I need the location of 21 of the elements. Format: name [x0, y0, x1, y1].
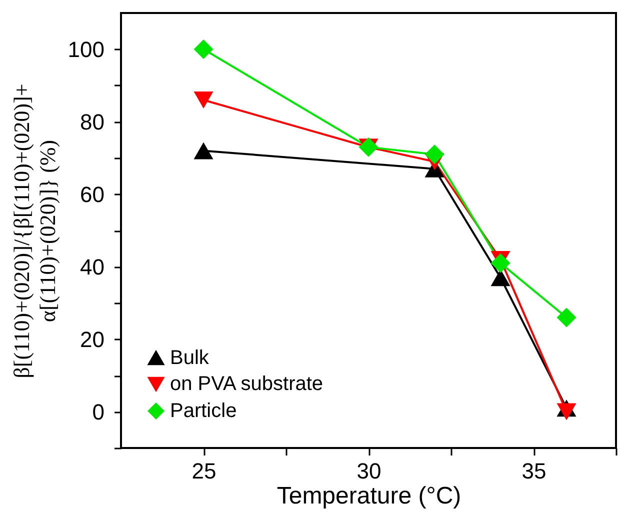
point	[556, 403, 576, 420]
legend-label: Bulk	[170, 347, 210, 369]
legend-label: on PVA substrate	[170, 373, 324, 395]
y-tick-label: 20	[80, 326, 104, 352]
x-tick-label: 30	[356, 458, 382, 484]
y-tick-label: 60	[80, 182, 104, 207]
point	[490, 253, 510, 273]
y-axis-title: β[(110)+(020)]/{β[(110)+(020)]+ α[(110)+(020)]} (%)	[8, 84, 60, 378]
y-tick-label: 0	[92, 399, 104, 424]
y-tick-label: 100	[68, 36, 104, 62]
x-axis-title: Temperature (°C)	[276, 482, 462, 510]
x-tick-label: 35	[522, 458, 546, 484]
point	[194, 92, 214, 108]
point	[424, 144, 444, 164]
point	[556, 308, 576, 328]
y-tick-label: 40	[80, 254, 104, 280]
point	[194, 40, 214, 59]
point	[194, 142, 214, 160]
x-tick-label: 25	[192, 458, 216, 484]
y-tick-label: 80	[80, 109, 104, 134]
legend-label: Particle	[170, 400, 237, 422]
